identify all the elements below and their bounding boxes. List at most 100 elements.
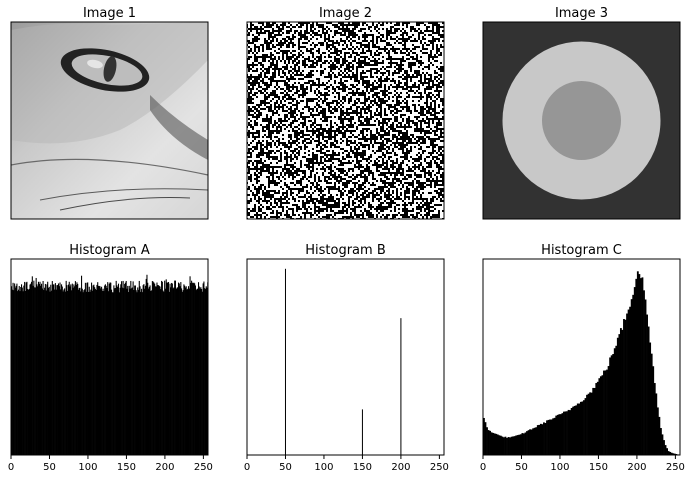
histogram-bar <box>181 288 183 455</box>
histogram-bar <box>67 290 69 455</box>
histogram-bar <box>194 285 196 455</box>
histogram-bar <box>21 287 23 455</box>
histogram-bar <box>89 291 91 455</box>
histogram-bar <box>541 424 544 455</box>
histogram-bar <box>81 288 83 455</box>
histogram-bar <box>94 288 96 455</box>
histogram-bar <box>538 424 541 455</box>
histogram-bar <box>38 283 40 455</box>
histogram-bar <box>564 411 567 455</box>
histogram-bar <box>518 434 521 455</box>
histogram-bar <box>191 280 193 455</box>
histogram-bar <box>619 328 622 455</box>
histogram-bar <box>673 453 676 455</box>
histogram-bar <box>88 286 90 455</box>
histogram-bar <box>24 290 26 455</box>
histogram-bar <box>599 376 602 455</box>
histogram-bar <box>493 433 496 455</box>
histogram-bar <box>84 289 86 455</box>
histogram-bar <box>609 357 612 455</box>
histogram-bar <box>94 287 96 455</box>
histogram-bar <box>519 434 522 455</box>
histogram-bar <box>543 422 545 455</box>
histogram-bar <box>618 334 621 455</box>
histogram-bar <box>503 437 505 455</box>
histogram-bar <box>48 286 50 455</box>
histogram-bar <box>47 281 49 455</box>
histogram-bar <box>196 288 198 455</box>
histogram-bar <box>204 288 206 455</box>
histogram-bar <box>107 282 109 455</box>
image-panel-3: Image 3 <box>482 6 681 220</box>
histogram-bar <box>77 283 79 455</box>
histogram-bar <box>205 286 207 455</box>
histogram-bar <box>576 403 579 455</box>
histogram-bar <box>629 306 632 455</box>
histogram-bar <box>164 280 166 455</box>
histogram-bar <box>22 291 24 455</box>
histogram-bar <box>64 291 66 455</box>
x-tick-label: 100 <box>314 462 333 473</box>
histogram-bar <box>105 285 107 455</box>
histogram-bar <box>204 288 206 455</box>
histogram-bar <box>134 285 136 455</box>
histogram-bar <box>25 282 27 455</box>
histogram-bar <box>131 288 133 455</box>
histogram-bar <box>68 281 70 455</box>
histogram-bar <box>486 427 488 455</box>
histogram-bar <box>575 405 578 455</box>
histogram-bar <box>32 285 34 455</box>
histogram-bar <box>489 430 491 455</box>
histogram-bar <box>146 274 148 455</box>
histogram-bar <box>55 289 57 455</box>
histogram-bar <box>632 294 635 455</box>
histogram-bar <box>85 291 87 455</box>
histogram-bar <box>658 416 661 455</box>
histogram-bar <box>589 392 592 455</box>
histogram-bar <box>34 287 36 455</box>
histogram-bar <box>188 288 190 455</box>
histogram-bar <box>14 283 16 455</box>
histogram-bar <box>152 281 154 455</box>
histogram-bar <box>496 434 499 455</box>
histogram-bar <box>44 283 46 455</box>
histogram-bar <box>587 393 590 455</box>
histogram-bar <box>115 280 117 455</box>
histogram-bar <box>561 413 564 455</box>
histogram-bar <box>35 277 37 455</box>
histogram-bar <box>147 282 149 455</box>
histogram-bar <box>47 288 50 455</box>
histogram-bar <box>186 289 188 455</box>
histogram-bar <box>206 287 208 455</box>
histogram-bar <box>13 290 15 455</box>
histogram-bar <box>104 284 106 455</box>
histogram-bar <box>527 430 530 455</box>
histogram-bar <box>666 448 668 455</box>
histogram-bar <box>162 290 164 455</box>
histogram-bar <box>52 284 54 455</box>
histogram-bar <box>37 281 40 455</box>
histogram-bar <box>131 287 133 455</box>
histogram-bar <box>75 285 77 455</box>
histogram-bar <box>167 282 169 455</box>
histogram-bar <box>616 337 619 455</box>
histogram-bar <box>189 276 191 455</box>
histogram-bar <box>612 353 615 455</box>
noise-image <box>247 22 444 219</box>
histogram-bar <box>27 288 29 455</box>
histogram-bar <box>191 282 193 455</box>
histogram-bar <box>56 285 58 455</box>
histogram-bar <box>82 292 84 455</box>
histogram-bar <box>516 435 519 455</box>
histogram-bar <box>18 285 20 455</box>
image-1-title: Image 1 <box>83 6 136 21</box>
histogram-bar <box>180 282 182 455</box>
histogram-bar <box>86 282 88 455</box>
histogram-bar <box>111 292 113 455</box>
histogram-bar <box>495 433 498 455</box>
histogram-bar <box>194 283 196 455</box>
histogram-bar <box>97 285 100 455</box>
histogram-bar <box>284 268 286 455</box>
histogram-bar <box>606 369 608 455</box>
x-tick-label: 150 <box>117 462 136 473</box>
